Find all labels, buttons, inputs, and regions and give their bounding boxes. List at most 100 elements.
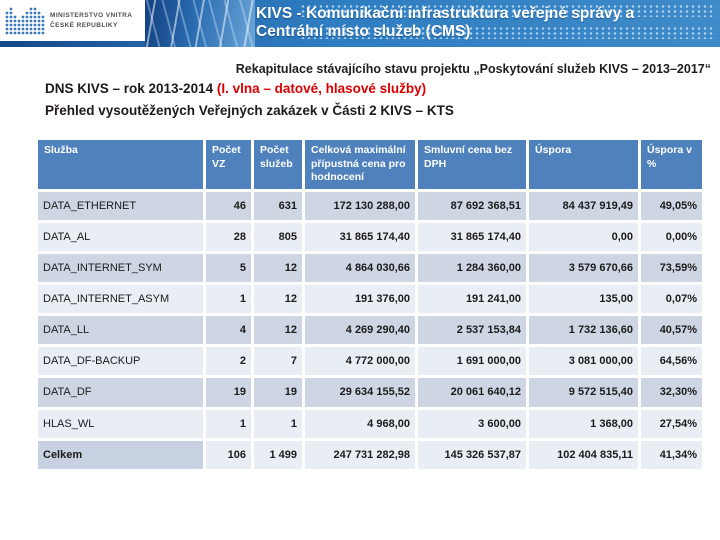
cell-service: Celkem [38, 440, 203, 469]
building-graphic [145, 0, 255, 47]
cell-vz: 28 [206, 223, 251, 252]
cell-service: DATA_DF [38, 378, 203, 407]
cell-saving-pct: 41,34% [641, 440, 702, 469]
cell-max-price: 191 376,00 [305, 285, 415, 314]
table-row: DATA_DF 19 19 29 634 155,52 20 061 640,12 9 5… [38, 378, 702, 407]
cell-contract-price: 1 691 000,00 [418, 347, 526, 376]
cell-service: DATA_INTERNET_SYM [38, 254, 203, 283]
cell-saving-pct: 64,56% [641, 347, 702, 376]
cell-services: 1 [254, 409, 302, 438]
cell-max-price: 4 968,00 [305, 409, 415, 438]
cell-max-price: 4 269 290,40 [305, 316, 415, 345]
overview-heading: Přehled vysoutěžených Veřejných zakázek … [45, 103, 454, 118]
cell-saving-pct: 0,07% [641, 285, 702, 314]
cell-max-price: 247 731 282,98 [305, 440, 415, 469]
cell-vz: 19 [206, 378, 251, 407]
cell-contract-price: 20 061 640,12 [418, 378, 526, 407]
cell-contract-price: 2 537 153,84 [418, 316, 526, 345]
cell-contract-price: 31 865 174,40 [418, 223, 526, 252]
cell-contract-price: 1 284 360,00 [418, 254, 526, 283]
table-row: DATA_LL 4 12 4 269 290,40 2 537 153,84 1 732 … [38, 316, 702, 345]
column-header-max-price: Celková maximální přípustná cena pro hod… [305, 140, 415, 189]
column-header-service: Služba [38, 140, 203, 189]
cell-contract-price: 145 326 537,87 [418, 440, 526, 469]
cell-saving-pct: 49,05% [641, 191, 702, 221]
column-header-saving: Úspora [529, 140, 638, 189]
ministry-name-line2: ČESKÉ REPUBLIKY [50, 21, 118, 29]
cell-contract-price: 87 692 368,51 [418, 191, 526, 221]
cell-saving: 102 404 835,11 [529, 440, 638, 469]
slide-title: KIVS - Komunikační infrastruktura veřejn… [256, 5, 716, 41]
cell-service: DATA_LL [38, 316, 203, 345]
cell-services: 1 499 [254, 440, 302, 469]
column-header-saving-pct: Úspora v % [641, 140, 702, 189]
table-row: DATA_INTERNET_SYM 5 12 4 864 030,66 1 284 36… [38, 254, 702, 283]
slide-title-line2: Centrální místo služeb (CMS) [256, 23, 471, 40]
cell-vz: 106 [206, 440, 251, 469]
column-header-services: Počet služeb [254, 140, 302, 189]
recap-heading: Rekapitulace stávajícího stavu projektu … [235, 62, 711, 76]
cell-saving: 1 368,00 [529, 409, 638, 438]
table-row: DATA_AL 28 805 31 865 174,40 31 865 174,40 0,… [38, 223, 702, 252]
ministry-logo: MINISTERSTVO VNITRA ČESKÉ REPUBLIKY [0, 0, 145, 41]
table-row: DATA_INTERNET_ASYM 1 12 191 376,00 191 241,0… [38, 285, 702, 314]
ministry-name-line1: MINISTERSTVO VNITRA [50, 11, 133, 19]
cell-service: HLAS_WL [38, 409, 203, 438]
cell-service: DATA_DF-BACKUP [38, 347, 203, 376]
dots-texture-icon [300, 26, 716, 39]
cell-saving-pct: 0,00% [641, 223, 702, 252]
cell-vz: 1 [206, 285, 251, 314]
cell-services: 631 [254, 191, 302, 221]
dns-heading: DNS KIVS – rok 2013-2014 (I. vlna – dato… [45, 81, 426, 96]
cell-saving: 3 579 670,66 [529, 254, 638, 283]
cell-service: DATA_ETHERNET [38, 191, 203, 221]
cell-vz: 46 [206, 191, 251, 221]
cell-saving: 84 437 919,49 [529, 191, 638, 221]
cell-saving: 1 732 136,60 [529, 316, 638, 345]
cell-contract-price: 191 241,00 [418, 285, 526, 314]
cell-vz: 2 [206, 347, 251, 376]
dns-heading-text: DNS KIVS – rok 2013-2014 [45, 81, 217, 96]
table-row: DATA_DF-BACKUP 2 7 4 772 000,00 1 691 000,00… [38, 347, 702, 376]
cell-saving: 3 081 000,00 [529, 347, 638, 376]
cell-max-price: 29 634 155,52 [305, 378, 415, 407]
service-table: Služba Počet VZ Počet služeb Celková max… [35, 137, 705, 472]
cell-vz: 4 [206, 316, 251, 345]
ministry-dots-logo-icon [5, 7, 45, 34]
cell-vz: 5 [206, 254, 251, 283]
cell-saving: 9 572 515,40 [529, 378, 638, 407]
cell-max-price: 172 130 288,00 [305, 191, 415, 221]
cell-saving-pct: 27,54% [641, 409, 702, 438]
table-total-row: Celkem 106 1 499 247 731 282,98 145 326 537,… [38, 440, 702, 469]
cell-services: 12 [254, 285, 302, 314]
dots-texture-icon [300, 4, 716, 17]
cell-max-price: 4 772 000,00 [305, 347, 415, 376]
column-header-vz: Počet VZ [206, 140, 251, 189]
cell-max-price: 4 864 030,66 [305, 254, 415, 283]
cell-saving: 135,00 [529, 285, 638, 314]
cell-service: DATA_INTERNET_ASYM [38, 285, 203, 314]
column-header-contract-price: Smluvní cena bez DPH [418, 140, 526, 189]
cell-services: 19 [254, 378, 302, 407]
slide-title-line1: KIVS - Komunikační infrastruktura veřejn… [256, 5, 635, 22]
cell-services: 12 [254, 254, 302, 283]
service-table-body: DATA_ETHERNET 46 631 172 130 288,00 87 692 3… [38, 191, 702, 469]
cell-services: 805 [254, 223, 302, 252]
cell-saving-pct: 73,59% [641, 254, 702, 283]
header-banner: MINISTERSTVO VNITRA ČESKÉ REPUBLIKY KIVS… [0, 0, 720, 47]
cell-max-price: 31 865 174,40 [305, 223, 415, 252]
cell-saving-pct: 32,30% [641, 378, 702, 407]
table-row: DATA_ETHERNET 46 631 172 130 288,00 87 692 3… [38, 191, 702, 221]
ministry-name: MINISTERSTVO VNITRA ČESKÉ REPUBLIKY [50, 11, 132, 31]
cell-saving-pct: 40,57% [641, 316, 702, 345]
cell-saving: 0,00 [529, 223, 638, 252]
table-row: HLAS_WL 1 1 4 968,00 3 600,00 1 368,00 27,54% [38, 409, 702, 438]
cell-vz: 1 [206, 409, 251, 438]
dns-heading-highlight: (I. vlna – datové, hlasové služby) [216, 81, 427, 96]
table-header-row: Služba Počet VZ Počet služeb Celková max… [38, 140, 702, 189]
cell-contract-price: 3 600,00 [418, 409, 526, 438]
cell-service: DATA_AL [38, 223, 203, 252]
cell-services: 12 [254, 316, 302, 345]
cell-services: 7 [254, 347, 302, 376]
